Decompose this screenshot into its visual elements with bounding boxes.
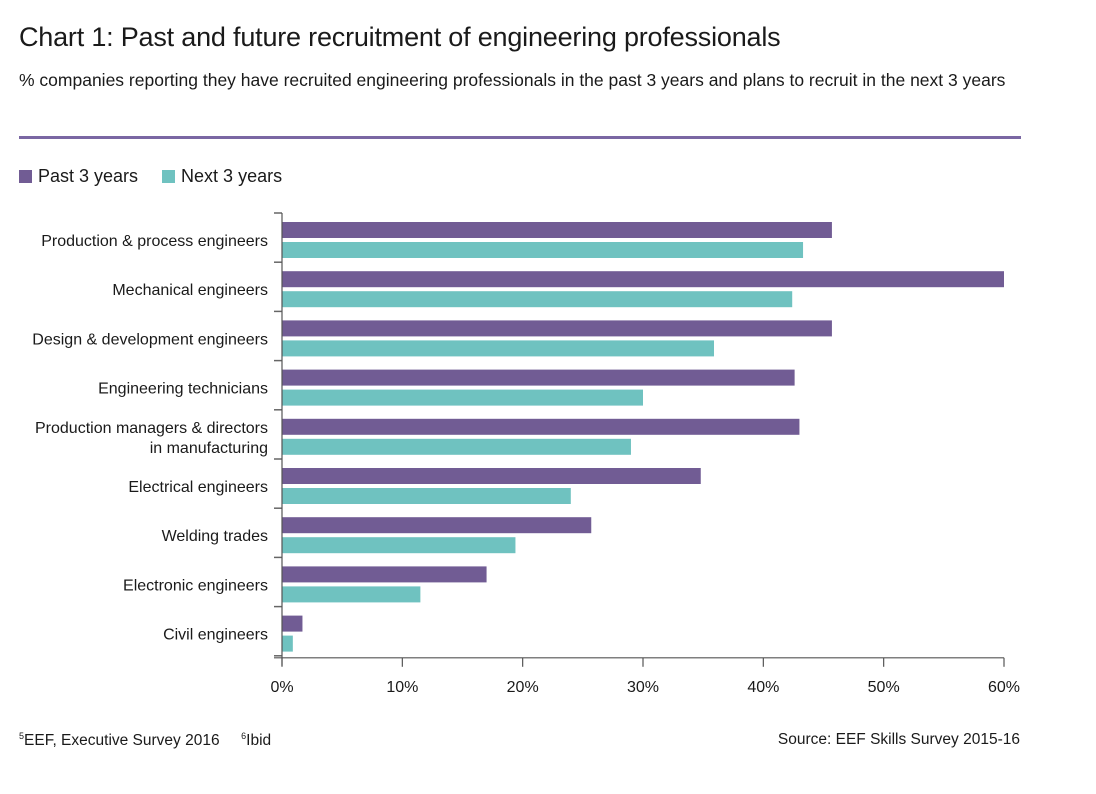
bar-next-5 [282, 488, 571, 504]
source-note: Source: EEF Skills Survey 2015-16 [777, 731, 1020, 748]
category-label-2: Design & development engineers [32, 331, 268, 348]
legend-label-next: Next 3 years [181, 166, 283, 186]
bar-next-8 [282, 635, 293, 652]
bar-past-5 [282, 468, 701, 484]
category-label-8: Civil engineers [163, 627, 268, 644]
title-divider [19, 136, 1021, 139]
bar-next-6 [282, 537, 516, 554]
bar-past-0 [282, 222, 832, 238]
footnote-text-5: EEF, Executive Survey 2016 [24, 732, 220, 749]
footnotes: 5EEF, Executive Survey 2016 6Ibid [19, 731, 271, 750]
chart-subtitle: % companies reporting they have recruite… [19, 70, 1006, 90]
bar-next-1 [282, 291, 793, 308]
category-label-1: Mechanical engineers [112, 282, 268, 299]
x-tick-label-20: 20% [507, 679, 539, 696]
bar-next-2 [282, 340, 714, 357]
x-tick-label-0: 0% [270, 679, 293, 696]
bar-past-4 [282, 418, 800, 435]
legend-item-past: Past 3 years [19, 166, 138, 187]
bar-next-3 [282, 389, 643, 406]
category-label-4-line0: Production managers & directors [35, 420, 268, 437]
legend-item-next: Next 3 years [162, 166, 282, 187]
legend-swatch-past [19, 170, 32, 183]
bar-past-7 [282, 566, 487, 583]
chart-title: Chart 1: Past and future recruitment of … [19, 22, 781, 52]
bar-past-2 [282, 320, 832, 337]
x-tick-label-40: 40% [747, 679, 779, 696]
legend: Past 3 years Next 3 years [19, 166, 306, 187]
bar-next-7 [282, 586, 421, 603]
category-label-0: Production & process engineers [41, 233, 268, 250]
footnote-mark-6: 6 [241, 731, 247, 741]
x-tick-label-60: 60% [988, 679, 1020, 696]
x-tick-label-50: 50% [868, 679, 900, 696]
x-tick-label-30: 30% [627, 679, 659, 696]
bar-past-1 [282, 271, 1004, 288]
category-label-4-line1: in manufacturing [150, 440, 268, 457]
legend-swatch-next [162, 170, 176, 183]
category-label-7: Electronic engineers [123, 577, 268, 594]
bar-past-3 [282, 369, 795, 386]
category-label-5: Electrical engineers [128, 479, 268, 496]
x-tick-label-10: 10% [386, 679, 418, 696]
bar-next-0 [282, 242, 804, 258]
bar-chart: Production & process engineers Mechanical… [32, 212, 1020, 696]
footnote-text-6: Ibid [246, 732, 272, 749]
bar-next-4 [282, 438, 631, 455]
legend-label-past: Past 3 years [38, 166, 139, 186]
category-label-6: Welding trades [162, 528, 268, 545]
bar-past-6 [282, 517, 592, 534]
bar-past-8 [282, 615, 303, 632]
footnote-mark-5: 5 [19, 731, 25, 741]
category-label-3: Engineering technicians [98, 381, 268, 398]
